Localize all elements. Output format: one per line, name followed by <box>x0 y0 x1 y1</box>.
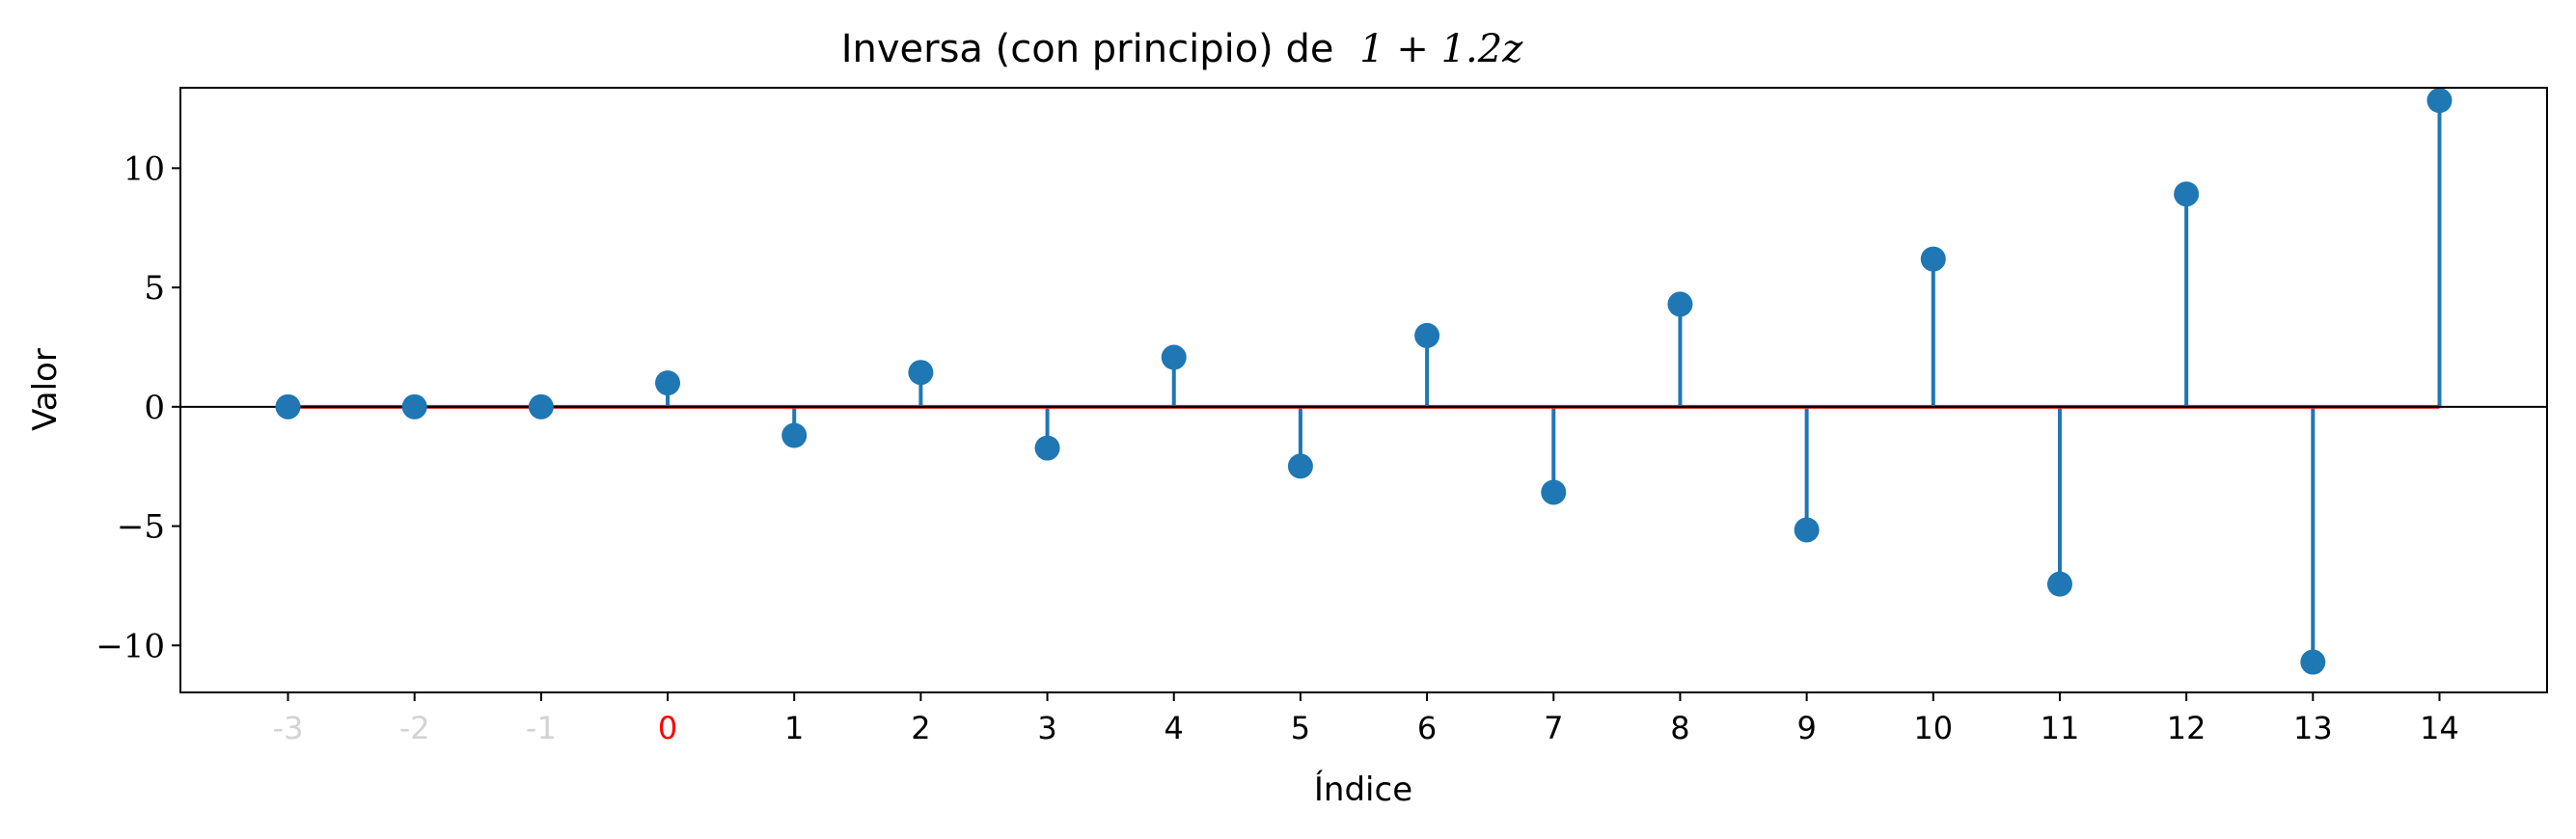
y-tick-label: 5 <box>144 269 165 308</box>
x-tick-label: 7 <box>1544 710 1563 746</box>
stem-marker <box>2426 88 2453 114</box>
x-tick-label: 8 <box>1670 710 1689 746</box>
x-tick-label: 1 <box>784 710 804 746</box>
x-tick-label: -3 <box>273 710 304 746</box>
x-tick-label: 2 <box>911 710 930 746</box>
x-tick-label: 12 <box>2167 710 2206 746</box>
x-tick-label: 5 <box>1291 710 1310 746</box>
stem-marker <box>1287 453 1313 479</box>
stem-marker <box>908 360 934 386</box>
plot-area <box>180 88 2547 675</box>
chart-title-math: 1 + 1.2z <box>1359 27 1523 71</box>
stem-marker <box>2300 649 2326 675</box>
stem-marker <box>1667 291 1693 317</box>
x-tick-label: -2 <box>399 710 430 746</box>
y-tick-label: −5 <box>117 508 165 547</box>
chart-title: Inversa (con principio) de 1 + 1.2z <box>841 27 1524 71</box>
x-tick-label: -1 <box>526 710 557 746</box>
x-tick-label: 6 <box>1417 710 1437 746</box>
x-tick-label: 9 <box>1796 710 1816 746</box>
stem-marker <box>1920 246 1946 272</box>
stem-marker <box>401 393 427 420</box>
x-axis-label: Índice <box>1314 770 1412 809</box>
stem-marker <box>781 422 808 448</box>
stem-marker <box>528 393 554 420</box>
y-tick-label: −10 <box>96 627 165 665</box>
x-tick-label: 14 <box>2420 710 2459 746</box>
stem-marker <box>1161 344 1187 370</box>
y-axis-label: Valor <box>26 348 65 431</box>
y-tick-label: 10 <box>123 149 165 188</box>
y-axis: −10 −5 0 5 10 <box>96 149 180 665</box>
y-tick-label: 0 <box>144 389 165 427</box>
stem-marker <box>275 393 301 420</box>
x-tick-label: 0 <box>658 710 677 746</box>
stem-marker <box>1034 435 1060 461</box>
plot-frame <box>179 87 2548 693</box>
x-tick-label: 13 <box>2293 710 2333 746</box>
stem-marker <box>1414 322 1440 348</box>
stem-marker <box>655 370 681 396</box>
chart-title-text: Inversa (con principio) de <box>841 27 1334 71</box>
x-tick-label: 10 <box>1913 710 1953 746</box>
x-tick-label: 4 <box>1165 710 1184 746</box>
x-tick-label: 11 <box>2041 710 2080 746</box>
stem-marker <box>2174 181 2200 207</box>
stem-marker <box>1794 517 1820 543</box>
stem-marker <box>2046 571 2072 597</box>
x-axis: -3 -2 -1 0 1 2 3 4 5 6 7 8 9 10 11 12 13 14 <box>273 692 2459 746</box>
x-tick-label: 3 <box>1037 710 1056 746</box>
stem-marker <box>1541 479 1567 505</box>
